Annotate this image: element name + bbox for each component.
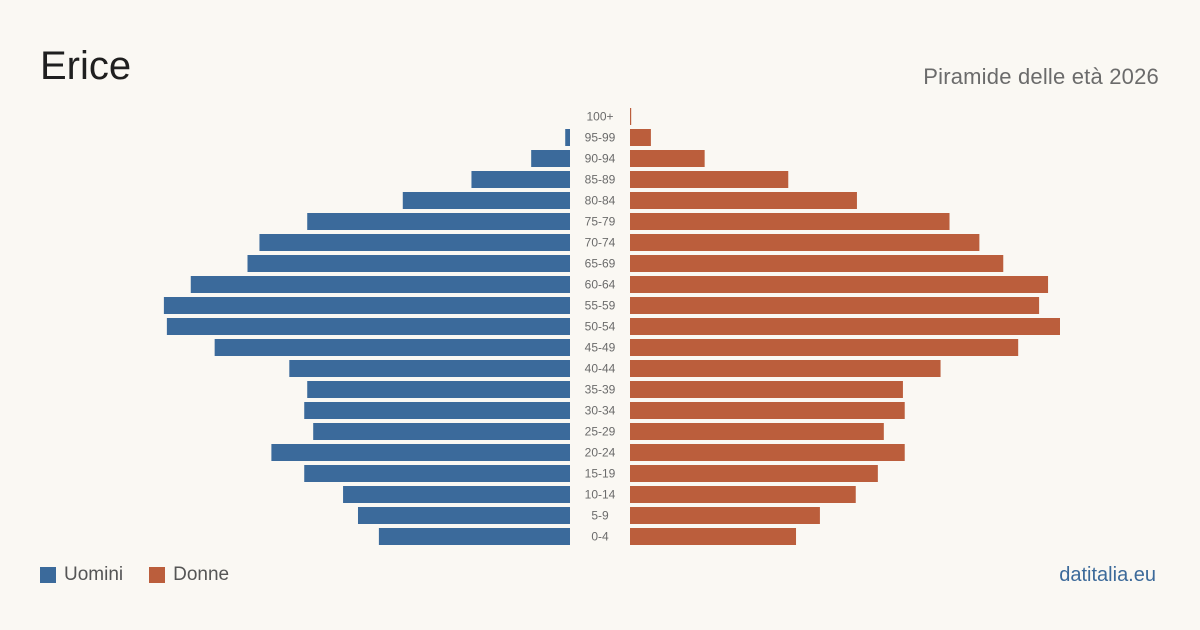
- bar-men-80-84: [402, 192, 570, 209]
- bar-men-40-44: [289, 360, 570, 377]
- page-title: Erice: [40, 44, 132, 88]
- bar-women-75-79: [630, 213, 950, 230]
- age-tick-label: 95-99: [585, 131, 616, 145]
- bar-women-45-49: [630, 339, 1019, 356]
- bar-men-15-19: [304, 465, 570, 482]
- bar-men-45-49: [214, 339, 570, 356]
- age-tick-label: 90-94: [585, 152, 616, 166]
- bar-women-40-44: [630, 360, 941, 377]
- age-tick-label: 20-24: [585, 446, 616, 460]
- bar-men-75-79: [307, 213, 570, 230]
- bar-men-10-14: [343, 486, 570, 503]
- bar-men-20-24: [271, 444, 570, 461]
- legend-item-men: Uomini: [40, 564, 123, 586]
- bar-men-60-64: [190, 276, 570, 293]
- age-tick-label: 25-29: [585, 425, 616, 439]
- age-tick-label: 30-34: [585, 404, 616, 418]
- bar-women-70-74: [630, 234, 980, 251]
- legend-label-women: Donne: [173, 564, 230, 585]
- legend-swatch-women: [149, 567, 166, 583]
- bar-women-90-94: [630, 150, 705, 167]
- chart-subtitle: Piramide delle età 2026: [923, 64, 1159, 89]
- bar-women-15-19: [630, 465, 878, 482]
- age-tick-label: 5-9: [591, 509, 609, 523]
- bar-women-80-84: [630, 192, 857, 209]
- bar-men-55-59: [163, 297, 570, 314]
- bar-men-30-34: [304, 402, 570, 419]
- bar-women-35-39: [630, 381, 903, 398]
- age-tick-label: 65-69: [585, 257, 616, 271]
- bar-women-20-24: [630, 444, 905, 461]
- bar-men-70-74: [259, 234, 570, 251]
- bar-women-5-9: [630, 507, 820, 524]
- age-tick-label: 80-84: [585, 194, 616, 208]
- bar-women-60-64: [630, 276, 1049, 293]
- age-tick-label: 0-4: [591, 530, 609, 544]
- legend-label-men: Uomini: [64, 564, 124, 585]
- bar-men-85-89: [471, 171, 570, 188]
- source-link[interactable]: datitalia.eu: [1059, 564, 1156, 586]
- bar-women-10-14: [630, 486, 856, 503]
- bar-men-90-94: [531, 150, 570, 167]
- legend-item-women: Donne: [149, 564, 229, 586]
- age-tick-label: 70-74: [585, 236, 616, 250]
- bar-men-50-54: [166, 318, 570, 335]
- bar-men-65-69: [247, 255, 570, 272]
- age-tick-label: 100+: [586, 110, 613, 124]
- bar-men-35-39: [307, 381, 570, 398]
- bar-women-55-59: [630, 297, 1040, 314]
- bar-men-5-9: [357, 507, 570, 524]
- age-tick-label: 10-14: [585, 488, 616, 502]
- age-tick-label: 60-64: [585, 278, 616, 292]
- age-tick-label: 75-79: [585, 215, 616, 229]
- age-tick-label: 85-89: [585, 173, 616, 187]
- legend-swatch-men: [40, 567, 56, 583]
- bar-women-30-34: [630, 402, 905, 419]
- age-tick-label: 40-44: [585, 362, 616, 376]
- age-tick-label: 35-39: [585, 383, 616, 397]
- age-tick-label: 55-59: [585, 299, 616, 313]
- age-tick-label: 45-49: [585, 341, 616, 355]
- bar-women-100+: [630, 108, 632, 125]
- bar-men-95-99: [565, 129, 570, 146]
- age-tick-label: 15-19: [585, 467, 616, 481]
- bar-women-50-54: [630, 318, 1060, 335]
- bar-women-85-89: [630, 171, 789, 188]
- bar-women-65-69: [630, 255, 1004, 272]
- bar-women-0-4: [630, 528, 797, 545]
- bar-men-0-4: [378, 528, 570, 545]
- bar-women-25-29: [630, 423, 884, 440]
- bar-women-95-99: [630, 129, 651, 146]
- legend: Uomini Donne: [40, 564, 255, 586]
- bar-men-25-29: [313, 423, 570, 440]
- age-tick-label: 50-54: [585, 320, 616, 334]
